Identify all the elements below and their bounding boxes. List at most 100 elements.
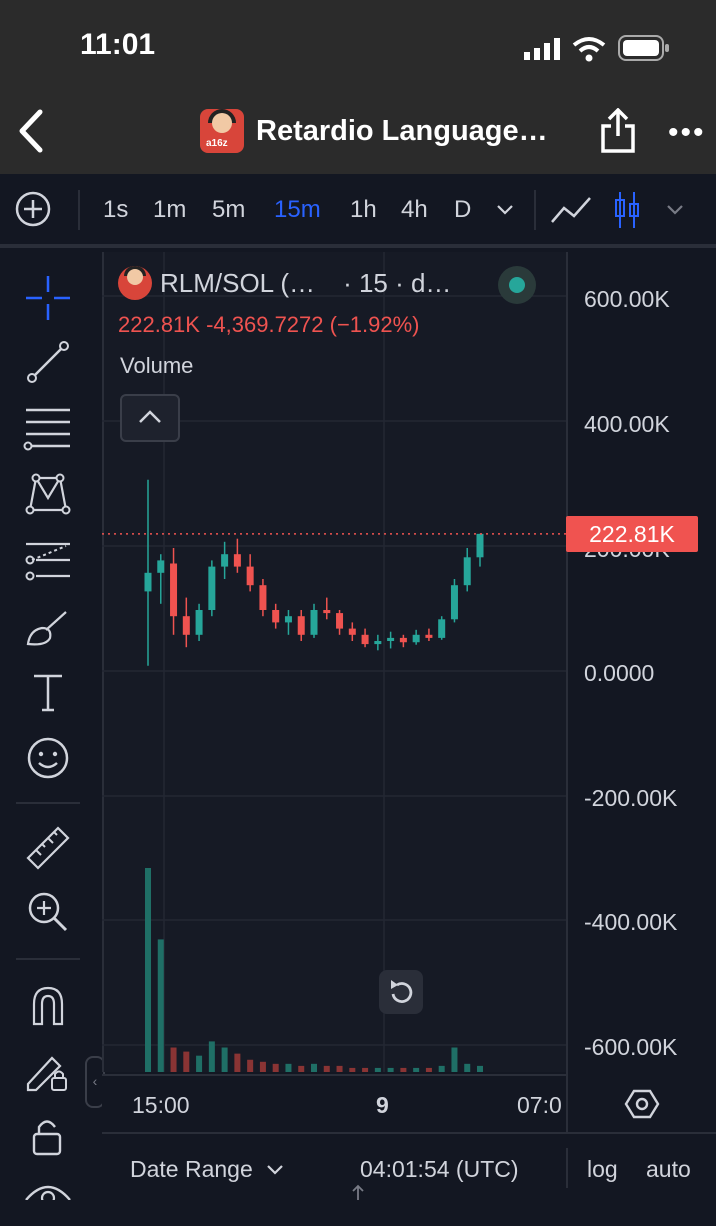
volume-bar (247, 1059, 254, 1072)
trend-line-tool[interactable] (22, 336, 74, 388)
price-axis-label: -400.00K (584, 909, 678, 935)
timeframe-dropdown[interactable] (494, 198, 516, 220)
time-axis[interactable] (102, 1074, 566, 1134)
candle (284, 610, 292, 635)
candle-body (208, 566, 216, 610)
volume-bar (438, 1065, 445, 1072)
chevron-left-icon (19, 109, 43, 153)
volume-bar (183, 1051, 190, 1072)
symbol-label[interactable]: RLM/SOL (… (160, 267, 316, 298)
candlestick-icon (615, 192, 639, 228)
volume-bar (477, 1065, 483, 1072)
candle-body (476, 533, 484, 558)
volume-bar (170, 1047, 177, 1072)
candle (399, 634, 407, 648)
candle-body (438, 619, 446, 638)
candle-body (284, 616, 292, 623)
volume-bar (157, 939, 164, 1072)
magnet-tool[interactable] (22, 980, 74, 1032)
candle (157, 554, 165, 604)
volume-bar (413, 1067, 420, 1072)
eye-icon (25, 1185, 71, 1206)
chart-pane[interactable] (102, 252, 568, 1072)
volume-bar (311, 1063, 317, 1072)
candle (144, 479, 152, 666)
timeframe-1s[interactable]: 1s (103, 196, 129, 223)
pattern-tool[interactable] (22, 468, 74, 520)
lock-icon (32, 1120, 62, 1156)
candle (450, 579, 458, 623)
visibility-tool[interactable] (22, 1174, 74, 1226)
timeframe-15m[interactable]: 15m (274, 196, 321, 223)
forecast-tool[interactable] (22, 534, 74, 586)
crosshair-tool[interactable] (22, 272, 74, 324)
price-axis[interactable] (566, 252, 716, 1132)
more-options-button[interactable]: ••• (668, 116, 706, 149)
candle-body (450, 585, 458, 620)
time-axis-label: 07:0 (517, 1092, 562, 1118)
candle (425, 628, 433, 641)
market-status-indicator[interactable] (498, 266, 536, 304)
collapse-legend-button[interactable] (120, 394, 180, 442)
candle-body (310, 610, 318, 635)
share-icon (601, 107, 635, 153)
drawing-tools-panel (0, 250, 96, 1200)
candlestick-chart-button[interactable] (612, 188, 642, 232)
volume-bar (208, 1041, 215, 1072)
volume-bar (259, 1061, 266, 1072)
add-indicator-button[interactable] (14, 190, 52, 228)
timeframe-5m[interactable]: 5m (212, 196, 246, 223)
fib-retracement-tool[interactable] (22, 402, 74, 454)
volume-label[interactable]: Volume (120, 353, 194, 378)
emoji-tool[interactable] (22, 732, 74, 784)
horizontal-lines-icon (23, 408, 70, 451)
volume-bar (323, 1065, 330, 1072)
timeframe-1h[interactable]: 1h (350, 196, 377, 223)
candle (195, 603, 203, 641)
log-scale-toggle[interactable]: log (587, 1156, 618, 1182)
date-range-button[interactable]: Date Range (130, 1156, 285, 1183)
measure-tool[interactable] (22, 822, 74, 874)
utc-clock[interactable]: 04:01:54 (UTC) (360, 1156, 519, 1182)
candle-body (297, 616, 305, 635)
avatar-label: a16z (206, 138, 228, 149)
page-title: Retardio Language… (256, 114, 548, 147)
brush-tool[interactable] (22, 600, 74, 652)
candle (348, 622, 356, 641)
xabcd-pattern-icon (25, 473, 71, 515)
token-avatar: a16z (200, 109, 244, 153)
lock-drawings-tool[interactable] (22, 1044, 74, 1096)
timeframe-1m[interactable]: 1m (153, 196, 187, 223)
line-chart-icon (551, 197, 591, 223)
share-button[interactable] (598, 107, 638, 154)
settings-hexagon-icon (624, 1089, 660, 1119)
candle-body (272, 610, 280, 623)
back-button[interactable] (12, 106, 52, 156)
volume-bar (145, 868, 151, 1072)
chart-type-dropdown[interactable] (664, 198, 686, 220)
text-tool[interactable] (22, 666, 74, 718)
crosshair-icon (26, 276, 70, 320)
time-axis-label: 15:00 (132, 1092, 190, 1118)
auto-scale-toggle[interactable]: auto (646, 1156, 691, 1182)
candle (246, 554, 254, 592)
candle (374, 634, 382, 651)
tools-divider (16, 958, 80, 960)
rotate-icon (391, 980, 413, 1003)
candle (476, 533, 484, 567)
chart-settings-button[interactable] (624, 1086, 660, 1122)
reset-chart-button[interactable] (379, 970, 423, 1014)
zoom-tool[interactable] (22, 886, 74, 938)
candle (438, 616, 446, 640)
lock-tool[interactable] (22, 1112, 74, 1164)
volume-bar (374, 1067, 381, 1072)
page-header: a16z Retardio Language… (200, 108, 548, 154)
timeframe-4h[interactable]: 4h (401, 196, 428, 223)
time-axis-label: 9 (376, 1092, 389, 1118)
price-chart[interactable] (102, 252, 566, 1072)
chevron-up-icon (139, 410, 161, 423)
candle (233, 538, 241, 573)
timeframe-d[interactable]: D (454, 196, 472, 223)
candle-body (157, 560, 165, 573)
line-chart-button[interactable] (548, 190, 594, 230)
